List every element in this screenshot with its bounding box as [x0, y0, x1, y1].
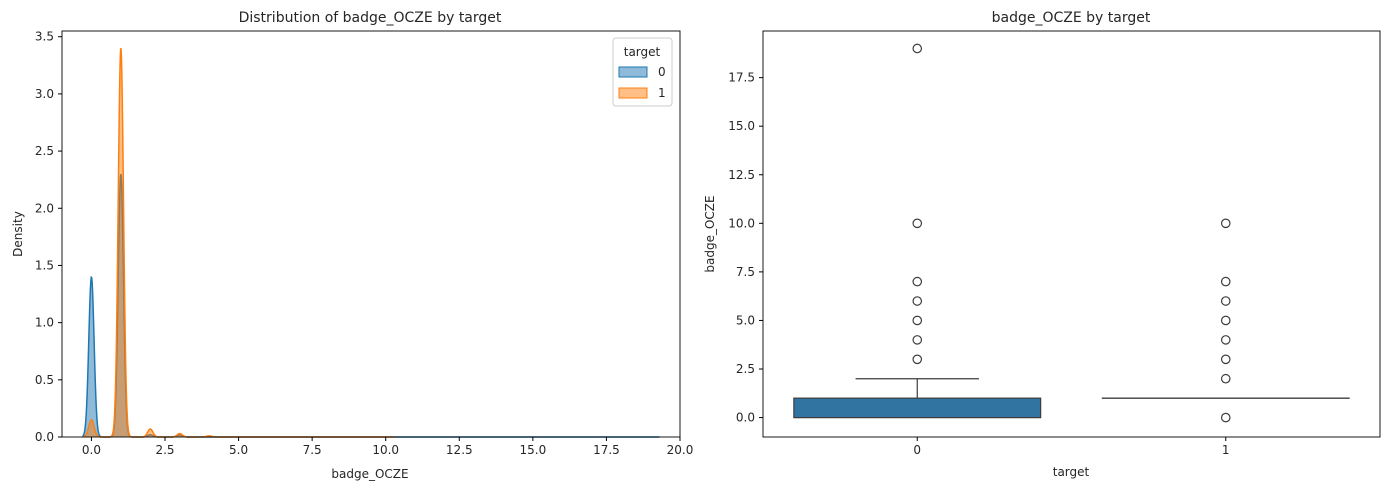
kde-legend-label-1: 1 [658, 86, 666, 100]
kde-x-tick-label: 2.5 [155, 443, 174, 457]
box-outlier-0 [912, 315, 923, 326]
box-y-tick-label: 15.0 [728, 119, 755, 133]
box-y-axis-label: badge_OCZE [703, 195, 717, 272]
kde-x-tick-label: 5.0 [229, 443, 248, 457]
kde-y-tick-label: 3.0 [35, 87, 54, 101]
kde-y-tick-label: 0.0 [35, 430, 54, 444]
box-outlier-1 [1220, 354, 1231, 365]
box-outlier-0 [912, 354, 923, 365]
kde-legend-swatch-1 [618, 87, 648, 99]
kde-y-tick-label: 2.5 [35, 144, 54, 158]
kde-area-series-1 [82, 48, 395, 437]
box-y-tick-label: 7.5 [736, 265, 755, 279]
kde-area-series-0 [82, 174, 660, 437]
kde-plot-area: 0.0 2.5 5.0 7.5 10.0 12.5 15.0 17.5 20.00.00.51.… [35, 30, 693, 457]
kde-line-series-1 [82, 47, 395, 438]
kde-y-tick-label: 3.5 [35, 30, 54, 44]
box-x-tick-label: 1 [1222, 443, 1230, 457]
box-chart-title: badge_OCZE by target [992, 10, 1151, 26]
kde-x-tick-label: 10.0 [372, 443, 399, 457]
kde-line-series-0 [82, 173, 660, 438]
box-outlier-0 [912, 218, 923, 229]
box-y-tick-label: 5.0 [736, 313, 755, 327]
box-y-tick-label: 2.5 [736, 362, 755, 376]
box-outlier-1 [1220, 276, 1231, 287]
box-y-tick-label: 17.5 [728, 71, 755, 85]
box-y-tick-label: 0.0 [736, 411, 755, 425]
kde-axes-frame [61, 30, 681, 438]
box-x-axis-label: target [1053, 465, 1090, 479]
box-outlier-0 [912, 335, 923, 345]
box-outlier-0 [912, 296, 923, 306]
kde-legend-title: target [624, 45, 661, 59]
box-outlier-1 [1220, 335, 1231, 345]
box-outlier-1 [1220, 373, 1231, 384]
kde-y-axis-label: Density [11, 211, 25, 257]
box-axes-frame [762, 30, 1381, 438]
kde-x-tick-label: 20.0 [667, 443, 694, 457]
kde-y-tick-label: 1.0 [35, 316, 54, 330]
box-iqr-0 [793, 397, 1042, 419]
kde-y-tick-label: 1.5 [35, 258, 54, 272]
kde-chart-panel: Distribution of badge_OCZE by target 0.0… [11, 10, 693, 481]
kde-legend: target 0 1 [612, 37, 673, 107]
box-x-tick-label: 0 [913, 443, 921, 457]
box-plot-area: 0 10.02.55.07.510.012.515.017.5 [728, 43, 1350, 457]
kde-x-tick-label: 17.5 [593, 443, 620, 457]
box-y-tick-label: 12.5 [728, 168, 755, 182]
kde-legend-swatch-0 [618, 66, 648, 78]
box-outlier-1 [1220, 296, 1231, 306]
box-outlier-0 [912, 276, 923, 287]
box-outlier-1 [1220, 412, 1231, 423]
box-outlier-0 [912, 43, 923, 54]
kde-x-tick-label: 15.0 [519, 443, 546, 457]
kde-y-tick-label: 0.5 [35, 373, 54, 387]
kde-x-axis-label: badge_OCZE [331, 467, 408, 481]
box-chart-panel: badge_OCZE by target 0 10.02.55.07.510.01… [703, 10, 1381, 479]
box-outlier-1 [1220, 218, 1231, 229]
kde-x-tick-label: 0.0 [82, 443, 101, 457]
kde-y-tick-label: 2.0 [35, 201, 54, 215]
box-y-tick-label: 10.0 [728, 216, 755, 230]
kde-chart-title: Distribution of badge_OCZE by target [239, 10, 502, 26]
box-outlier-1 [1220, 315, 1231, 326]
kde-x-tick-label: 12.5 [446, 443, 473, 457]
kde-x-tick-label: 7.5 [303, 443, 322, 457]
kde-legend-label-0: 0 [658, 65, 666, 79]
